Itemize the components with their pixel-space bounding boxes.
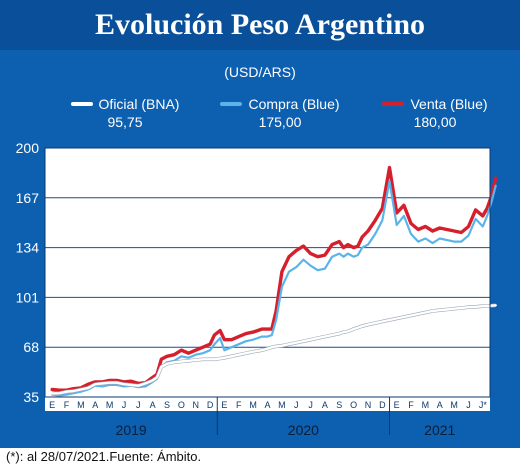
legend-compra-label: Compra (Blue) xyxy=(248,96,340,112)
x-tick-label: M xyxy=(106,400,114,410)
legend-venta-label: Venta (Blue) xyxy=(410,96,488,112)
x-tick-label: F xyxy=(408,400,414,410)
y-tick-label: 167 xyxy=(16,190,40,206)
x-axis-band xyxy=(45,397,490,411)
legend-oficial-value: 95,75 xyxy=(107,114,143,130)
x-tick-label: J xyxy=(466,400,471,410)
legend-venta-value: 180,00 xyxy=(413,114,457,130)
x-tick-label: N xyxy=(192,400,199,410)
x-tick-label: M xyxy=(278,400,286,410)
x-tick-label: M xyxy=(422,400,430,410)
plot-area xyxy=(45,148,490,397)
x-tick-label: J* xyxy=(479,400,488,410)
legend-compra-swatch xyxy=(220,102,243,106)
legend-oficial-swatch xyxy=(70,102,93,106)
x-tick-label: S xyxy=(164,400,170,410)
x-tick-label: A xyxy=(264,400,270,410)
y-tick-label: 101 xyxy=(16,289,40,305)
series-line-venta xyxy=(50,165,498,392)
year-label: 2020 xyxy=(288,422,319,438)
x-tick-label: E xyxy=(221,400,227,410)
chart-subtitle: (USD/ARS) xyxy=(224,64,296,80)
x-tick-label: E xyxy=(394,400,400,410)
x-tick-label: J xyxy=(122,400,127,410)
x-tick-label: E xyxy=(49,400,55,410)
x-tick-label: N xyxy=(365,400,372,410)
legend-compra: Compra (Blue) 175,00 xyxy=(205,96,355,136)
chart-title: Evolución Peso Argentino xyxy=(0,0,520,50)
series-line-oficial xyxy=(51,304,497,395)
x-tick-label: J xyxy=(136,400,141,410)
legend-venta: Venta (Blue) 180,00 xyxy=(365,96,505,136)
y-tick-label: 68 xyxy=(23,339,39,355)
legend-venta-swatch xyxy=(382,102,405,106)
year-label: 2019 xyxy=(116,422,147,438)
y-tick-label: 134 xyxy=(16,240,40,256)
footnote: (*): al 28/07/2021.Fuente: Ámbito. xyxy=(6,449,202,464)
x-tick-label: O xyxy=(178,400,185,410)
x-tick-label: S xyxy=(336,400,342,410)
x-tick-label: A xyxy=(437,400,443,410)
x-tick-label: M xyxy=(450,400,458,410)
x-tick-label: D xyxy=(207,400,214,410)
x-tick-label: A xyxy=(322,400,328,410)
x-tick-label: A xyxy=(150,400,156,410)
x-tick-label: F xyxy=(236,400,242,410)
y-tick-label: 35 xyxy=(23,389,39,405)
x-tick-label: M xyxy=(77,400,85,410)
x-tick-label: J xyxy=(294,400,299,410)
legend-oficial-label: Oficial (BNA) xyxy=(98,96,180,112)
y-tick-label: 200 xyxy=(16,140,40,156)
x-tick-label: J xyxy=(308,400,313,410)
x-tick-label: A xyxy=(92,400,98,410)
x-tick-label: D xyxy=(379,400,386,410)
legend-compra-value: 175,00 xyxy=(258,114,302,130)
year-label: 2021 xyxy=(424,422,455,438)
legend-oficial: Oficial (BNA) 95,75 xyxy=(60,96,190,136)
x-tick-label: O xyxy=(350,400,357,410)
plot-border xyxy=(44,147,491,398)
x-tick-label: M xyxy=(249,400,257,410)
x-tick-label: F xyxy=(64,400,70,410)
